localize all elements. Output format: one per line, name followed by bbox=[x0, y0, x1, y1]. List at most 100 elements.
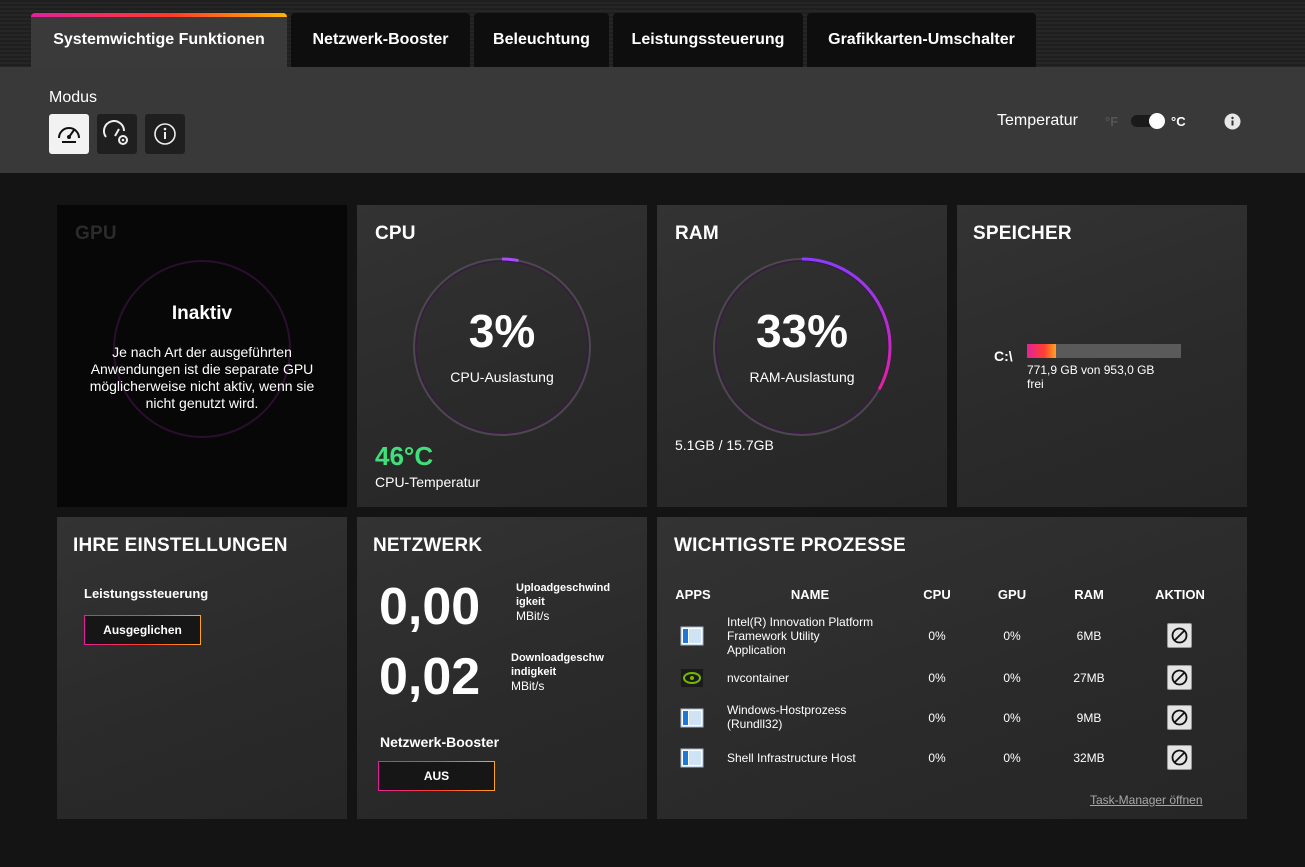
info-icon[interactable] bbox=[1224, 113, 1241, 130]
gpu-gauge bbox=[113, 260, 291, 438]
performance-label: Leistungssteuerung bbox=[84, 586, 209, 601]
process-ram: 6MB bbox=[1076, 629, 1102, 643]
network-booster-button[interactable]: AUS bbox=[378, 761, 495, 791]
process-ram: 9MB bbox=[1076, 711, 1102, 725]
ram-gauge bbox=[713, 257, 892, 436]
block-icon bbox=[1171, 669, 1188, 686]
tab-label: Beleuchtung bbox=[493, 31, 590, 48]
header-cpu: CPU bbox=[923, 587, 951, 602]
process-name-line: (Rundll32) bbox=[727, 717, 783, 731]
cpu-usage-arc bbox=[501, 257, 519, 263]
process-gpu: 0% bbox=[1003, 671, 1021, 685]
header-action: AKTION bbox=[1155, 587, 1205, 602]
temperature-unit-toggle[interactable] bbox=[1131, 113, 1165, 129]
end-process-button[interactable] bbox=[1167, 665, 1192, 690]
block-icon bbox=[1171, 709, 1188, 726]
gpu-title: GPU bbox=[75, 223, 117, 244]
process-cpu: 0% bbox=[928, 751, 946, 765]
process-ram: 32MB bbox=[1073, 751, 1105, 765]
cpu-title: CPU bbox=[375, 223, 416, 244]
cpu-gauge bbox=[413, 257, 591, 436]
window-app-icon bbox=[680, 748, 704, 768]
network-booster-label: Netzwerk-Booster bbox=[380, 734, 500, 750]
mode-standard-button[interactable] bbox=[49, 114, 89, 154]
upload-value: 0,00 bbox=[379, 578, 481, 636]
block-icon bbox=[1171, 627, 1188, 644]
process-gpu: 0% bbox=[1003, 711, 1021, 725]
upload-label-line-2: igkeit bbox=[516, 596, 545, 608]
process-name-line: Application bbox=[727, 643, 786, 657]
process-cpu: 0% bbox=[928, 671, 946, 685]
header-name: NAME bbox=[790, 587, 830, 602]
storage-free-text: 771,9 GB von 953,0 GB frei bbox=[1027, 363, 1154, 391]
process-name: Intel(R) Innovation Platform Framework U… bbox=[727, 615, 873, 657]
end-process-button[interactable] bbox=[1167, 745, 1192, 770]
storage-free-line-1: 771,9 GB von 953,0 GB bbox=[1027, 363, 1155, 377]
block-icon bbox=[1171, 749, 1188, 766]
processes-title: WICHTIGSTE PROZESSE bbox=[674, 535, 906, 556]
nvidia-icon bbox=[681, 669, 703, 687]
storage-bar-fill bbox=[1027, 344, 1057, 358]
cpu-usage-label: CPU-Auslastung bbox=[450, 369, 554, 385]
download-label-line-1: Downloadgeschw bbox=[511, 652, 604, 664]
mode-bar: Modus Temperatur °F °C bbox=[0, 67, 1305, 173]
tab-systemwichtige-funktionen[interactable]: Systemwichtige Funktionen bbox=[31, 13, 287, 67]
process-cpu: 0% bbox=[928, 629, 946, 643]
ram-usage-value: 33% bbox=[755, 305, 849, 357]
tab-grafikkarten-umschalter[interactable]: Grafikkarten-Umschalter bbox=[807, 13, 1036, 67]
performance-mode-button[interactable]: Ausgeglichen bbox=[84, 615, 201, 645]
network-card: NETZWERK 0,00 Uploadgeschwind igkeit MBi… bbox=[357, 517, 647, 819]
tab-bar: Systemwichtige Funktionen Netzwerk-Boost… bbox=[0, 0, 1305, 67]
unit-fahrenheit-label: °F bbox=[1105, 114, 1119, 129]
end-process-button[interactable] bbox=[1167, 705, 1192, 730]
tab-label: Leistungssteuerung bbox=[631, 31, 785, 48]
process-name-line: Framework Utility bbox=[727, 629, 820, 643]
process-ram: 27MB bbox=[1073, 671, 1105, 685]
tab-label: Grafikkarten-Umschalter bbox=[828, 31, 1015, 48]
ram-usage-arc bbox=[801, 257, 892, 391]
header-apps: APPS bbox=[675, 587, 711, 602]
tab-label: Systemwichtige Funktionen bbox=[53, 31, 265, 48]
speedometer-gear-icon bbox=[103, 120, 128, 145]
header-ram: RAM bbox=[1074, 587, 1104, 602]
storage-bar bbox=[1027, 344, 1181, 358]
toggle-knob bbox=[1149, 113, 1165, 129]
modus-label: Modus bbox=[49, 89, 98, 106]
upload-unit: MBit/s bbox=[516, 609, 550, 623]
download-value: 0,02 bbox=[379, 648, 481, 706]
storage-title: SPEICHER bbox=[973, 223, 1072, 244]
temperature-label: Temperatur bbox=[997, 112, 1078, 129]
process-cpu: 0% bbox=[928, 711, 946, 725]
cpu-temperature-label: CPU-Temperatur bbox=[375, 474, 481, 490]
unit-celsius-label: °C bbox=[1171, 114, 1186, 129]
end-process-button[interactable] bbox=[1167, 623, 1192, 648]
download-unit: MBit/s bbox=[511, 679, 545, 693]
tab-netzwerk-booster[interactable]: Netzwerk-Booster bbox=[291, 13, 470, 67]
process-name: nvcontainer bbox=[727, 671, 790, 685]
process-gpu: 0% bbox=[1003, 629, 1021, 643]
ram-amount: 5.1GB / 15.7GB bbox=[675, 437, 774, 453]
process-name-line: Windows-Hostprozess bbox=[727, 703, 847, 717]
window-app-icon bbox=[680, 626, 704, 646]
process-name: Windows-Hostprozess (Rundll32) bbox=[727, 703, 846, 731]
mode-info-button[interactable] bbox=[145, 114, 185, 154]
tab-beleuchtung[interactable]: Beleuchtung bbox=[474, 13, 609, 67]
upload-label: Uploadgeschwind igkeit MBit/s bbox=[516, 581, 610, 623]
process-name-line: Intel(R) Innovation Platform bbox=[727, 615, 874, 629]
tab-label: Netzwerk-Booster bbox=[312, 31, 449, 48]
window-app-icon bbox=[680, 708, 704, 728]
cpu-usage-value: 3% bbox=[468, 305, 536, 357]
gpu-card: GPU Inaktiv Je nach Art der ausgeführten… bbox=[57, 205, 347, 507]
mode-custom-button[interactable] bbox=[97, 114, 137, 154]
process-gpu: 0% bbox=[1003, 751, 1021, 765]
download-label-line-2: indigkeit bbox=[511, 666, 557, 678]
settings-card: IHRE EINSTELLUNGEN Leistungssteuerung Au… bbox=[57, 517, 347, 819]
tab-leistungssteuerung[interactable]: Leistungssteuerung bbox=[613, 13, 803, 67]
drive-label: C:\ bbox=[994, 348, 1013, 364]
ram-card: RAM 33% RAM-Auslastung 5.1GB / 15.7GB bbox=[657, 205, 947, 507]
download-label: Downloadgeschw indigkeit MBit/s bbox=[511, 651, 604, 693]
task-manager-link[interactable]: Task-Manager öffnen bbox=[1090, 793, 1203, 807]
ram-title: RAM bbox=[675, 223, 719, 244]
settings-title: IHRE EINSTELLUNGEN bbox=[73, 535, 288, 556]
upload-label-line-1: Uploadgeschwind bbox=[516, 582, 611, 594]
